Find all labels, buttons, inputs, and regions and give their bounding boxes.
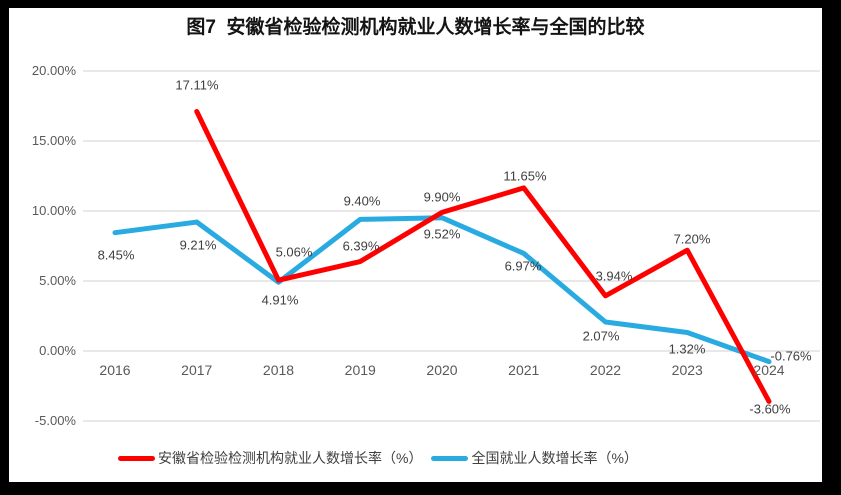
- y-axis-tick-label: 20.00%: [31, 63, 76, 78]
- data-label: 2.07%: [582, 328, 620, 344]
- legend-red-line-swatch: [118, 455, 155, 461]
- y-axis-tick-label: 10.00%: [31, 203, 76, 218]
- series-line-anhui: [194, 108, 772, 404]
- data-label: 5.06%: [275, 244, 313, 260]
- y-axis-tick-label: 5.00%: [39, 273, 76, 288]
- data-label: 8.45%: [97, 247, 135, 263]
- x-axis-tick-label: 2021: [508, 362, 540, 378]
- chart-title: 图7 安徽省检验检测机构就业人数增长率与全国的比较: [186, 17, 645, 38]
- x-axis-tick-label: 2016: [99, 362, 131, 378]
- legend-item-national: 全国就业人数增长率（%）: [431, 448, 638, 468]
- chart-canvas: [9, 8, 822, 482]
- data-label: 9.52%: [423, 226, 461, 242]
- y-axis-tick-label: 0.00%: [39, 343, 76, 358]
- legend-item-anhui: 安徽省检验检测机构就业人数增长率（%）: [118, 448, 422, 468]
- legend-label-anhui: 安徽省检验检测机构就业人数增长率（%）: [158, 450, 423, 466]
- x-axis-tick-label: 2018: [262, 362, 295, 378]
- data-label: 17.11%: [175, 77, 219, 93]
- x-axis-tick-label: 2020: [426, 362, 458, 378]
- x-axis-tick-label: 2024: [753, 362, 785, 378]
- series-line-national: [112, 215, 772, 365]
- x-axis-tick-label: 2022: [589, 362, 622, 378]
- legend-blue-line-swatch: [431, 455, 469, 461]
- legend-label-national: 全国就业人数增长率（%）: [471, 450, 638, 466]
- data-label: 3.94%: [595, 268, 633, 284]
- data-label: 4.91%: [261, 292, 299, 308]
- data-label: 9.90%: [423, 189, 461, 205]
- data-label: 11.65%: [503, 168, 547, 184]
- data-label: 6.39%: [342, 238, 380, 254]
- x-axis-tick-label: 2019: [344, 362, 376, 378]
- data-label: 1.32%: [668, 341, 706, 357]
- x-axis-tick-label: 2017: [181, 362, 213, 378]
- data-label: 9.40%: [343, 193, 381, 209]
- data-label: -3.60%: [749, 401, 791, 417]
- data-label: 6.97%: [504, 258, 542, 274]
- y-axis-tick-label: 15.00%: [31, 133, 76, 148]
- data-label: -0.76%: [770, 348, 812, 364]
- y-axis-tick-label: -5.00%: [34, 413, 76, 428]
- data-label: 7.20%: [673, 231, 711, 247]
- chart-legend: 安徽省检验检测机构就业人数增长率（%） 全国就业人数增长率（%）: [118, 448, 638, 468]
- x-axis-tick-label: 2023: [671, 362, 703, 378]
- data-label: 9.21%: [179, 237, 217, 253]
